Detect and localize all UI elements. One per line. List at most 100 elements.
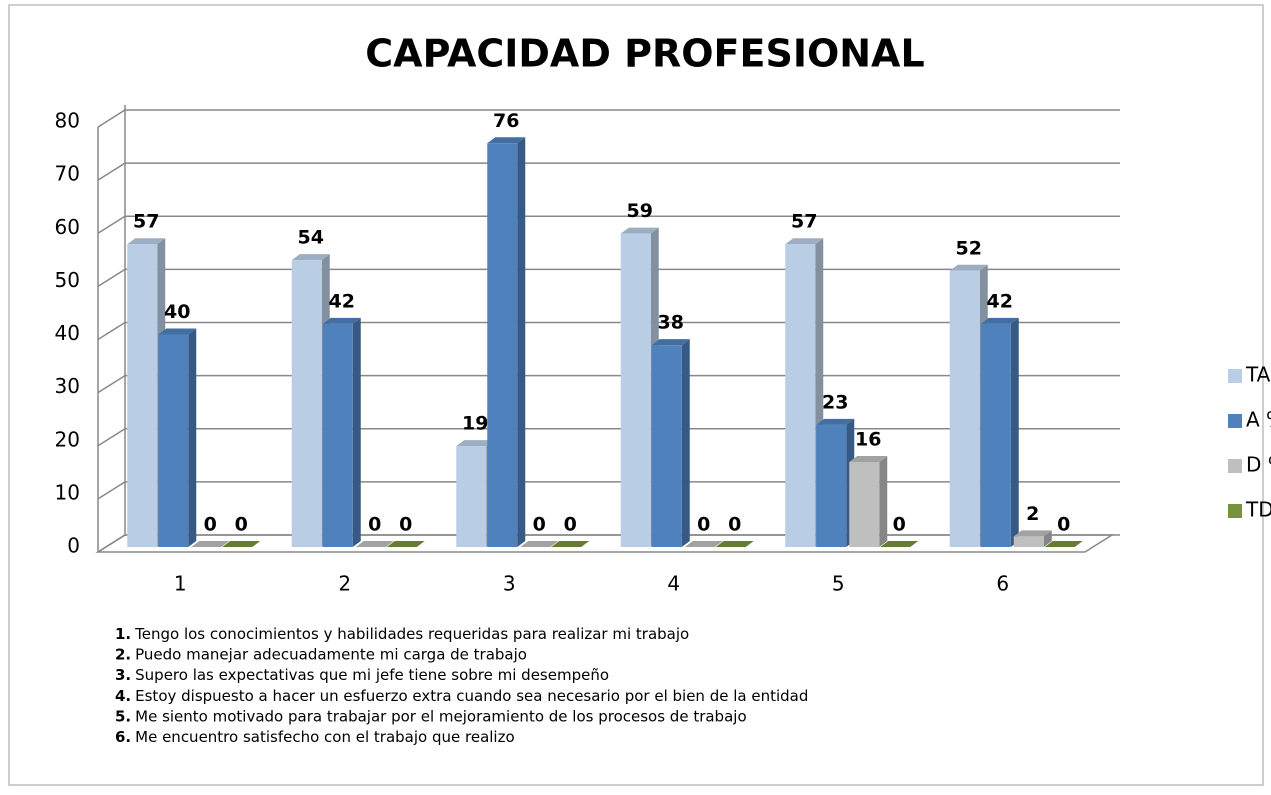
y-tick-label: 40 xyxy=(55,321,80,345)
bar-side xyxy=(517,137,526,547)
bar-top xyxy=(620,227,659,234)
bar-side xyxy=(1010,317,1019,547)
note-text: Puedo manejar adecuadamente mi carga de … xyxy=(135,645,527,663)
note: 1. Tengo los conocimientos y habilidades … xyxy=(115,625,689,643)
bar-side xyxy=(352,317,361,547)
bar-side xyxy=(879,456,888,547)
bar-front xyxy=(456,446,487,547)
note-number: 2. xyxy=(115,645,131,663)
bar-side xyxy=(1043,530,1052,547)
bar xyxy=(222,541,261,547)
bar-top xyxy=(715,541,754,547)
bar-top xyxy=(158,328,197,335)
note-text: Me siento motivado para trabajar por el … xyxy=(135,707,746,725)
note: 6. Me encuentro satisfecho con el trabajo… xyxy=(115,728,515,746)
bar xyxy=(520,541,559,547)
x-tick-label: 2 xyxy=(338,572,351,596)
value-label: 54 xyxy=(298,227,324,249)
bar-top xyxy=(322,317,361,324)
bar xyxy=(980,317,1019,547)
legend-label: A % xyxy=(1246,408,1271,432)
value-label: 59 xyxy=(627,200,653,222)
y-tick-label: 30 xyxy=(55,374,80,398)
legend-swatch xyxy=(1228,459,1242,473)
bar-front xyxy=(158,334,189,547)
legend-swatch xyxy=(1228,369,1242,383)
x-tick-label: 4 xyxy=(667,572,680,596)
note-number: 6. xyxy=(115,728,131,746)
bar xyxy=(322,317,361,547)
note-text: Estoy dispuesto a hacer un esfuerzo extr… xyxy=(135,686,808,704)
value-label: 0 xyxy=(235,514,248,536)
value-label: 0 xyxy=(368,514,381,536)
bar-front xyxy=(620,233,651,547)
bar xyxy=(1044,541,1083,547)
bar-side xyxy=(188,328,197,547)
note-text: Me encuentro satisfecho con el trabajo q… xyxy=(135,728,515,746)
note: 3. Supero las expectativas que mi jefe ti… xyxy=(115,666,609,684)
value-label: 0 xyxy=(728,514,741,536)
x-tick-label: 3 xyxy=(503,572,516,596)
value-label: 2 xyxy=(1026,503,1039,525)
bar-front xyxy=(127,244,158,547)
y-tick-label: 80 xyxy=(55,109,80,133)
legend-label: D % xyxy=(1246,453,1271,477)
bar-top xyxy=(191,541,230,547)
legend-label: TD % xyxy=(1245,498,1271,522)
value-label: 19 xyxy=(462,413,488,435)
value-label: 42 xyxy=(987,290,1013,312)
bar-top xyxy=(785,238,824,245)
bar xyxy=(651,339,690,547)
y-tick-label: 0 xyxy=(67,534,80,558)
bar-front xyxy=(322,323,353,547)
note-number: 3. xyxy=(115,666,131,684)
bar-front xyxy=(651,345,682,547)
bar xyxy=(355,541,394,547)
bar-top xyxy=(551,541,590,547)
bar xyxy=(880,541,919,547)
bar-front xyxy=(1013,536,1044,547)
bar xyxy=(551,541,590,547)
y-tick-label: 70 xyxy=(55,162,80,186)
legend-label: TA % xyxy=(1245,363,1271,387)
bar-front xyxy=(487,143,518,547)
value-label: 0 xyxy=(533,514,546,536)
value-label: 0 xyxy=(399,514,412,536)
note: 5. Me siento motivado para trabajar por e… xyxy=(115,707,747,725)
bar xyxy=(191,541,230,547)
note-number: 4. xyxy=(115,686,131,704)
bar-top xyxy=(1044,541,1083,547)
bar-top xyxy=(684,541,723,547)
value-label: 76 xyxy=(493,110,519,132)
value-label: 57 xyxy=(791,211,817,233)
bar xyxy=(849,456,888,547)
note: 4. Estoy dispuesto a hacer un esfuerzo ex… xyxy=(115,686,808,704)
bar-top xyxy=(1013,530,1052,537)
bar-top xyxy=(456,440,495,447)
bar-top xyxy=(651,339,690,346)
bar-front xyxy=(291,260,322,547)
bar-side xyxy=(681,339,690,547)
value-label: 0 xyxy=(564,514,577,536)
bar-front xyxy=(816,424,847,547)
bar-front xyxy=(980,323,1011,547)
bar xyxy=(715,541,754,547)
y-tick-label: 10 xyxy=(55,480,80,504)
value-label: 40 xyxy=(164,301,190,323)
value-label: 0 xyxy=(1057,514,1070,536)
bar xyxy=(487,137,526,547)
bar xyxy=(158,328,197,547)
bar xyxy=(816,418,855,547)
note-number: 5. xyxy=(115,707,131,725)
bar-top xyxy=(355,541,394,547)
bar-top xyxy=(949,264,988,271)
bar-top xyxy=(980,317,1019,324)
value-label: 52 xyxy=(956,237,982,259)
bar-top xyxy=(849,456,888,462)
chart-title: CAPACIDAD PROFESIONAL xyxy=(365,32,924,76)
grid-line xyxy=(97,109,1120,128)
bar xyxy=(386,541,425,547)
value-label: 38 xyxy=(658,312,684,334)
y-tick-label: 50 xyxy=(55,268,80,292)
